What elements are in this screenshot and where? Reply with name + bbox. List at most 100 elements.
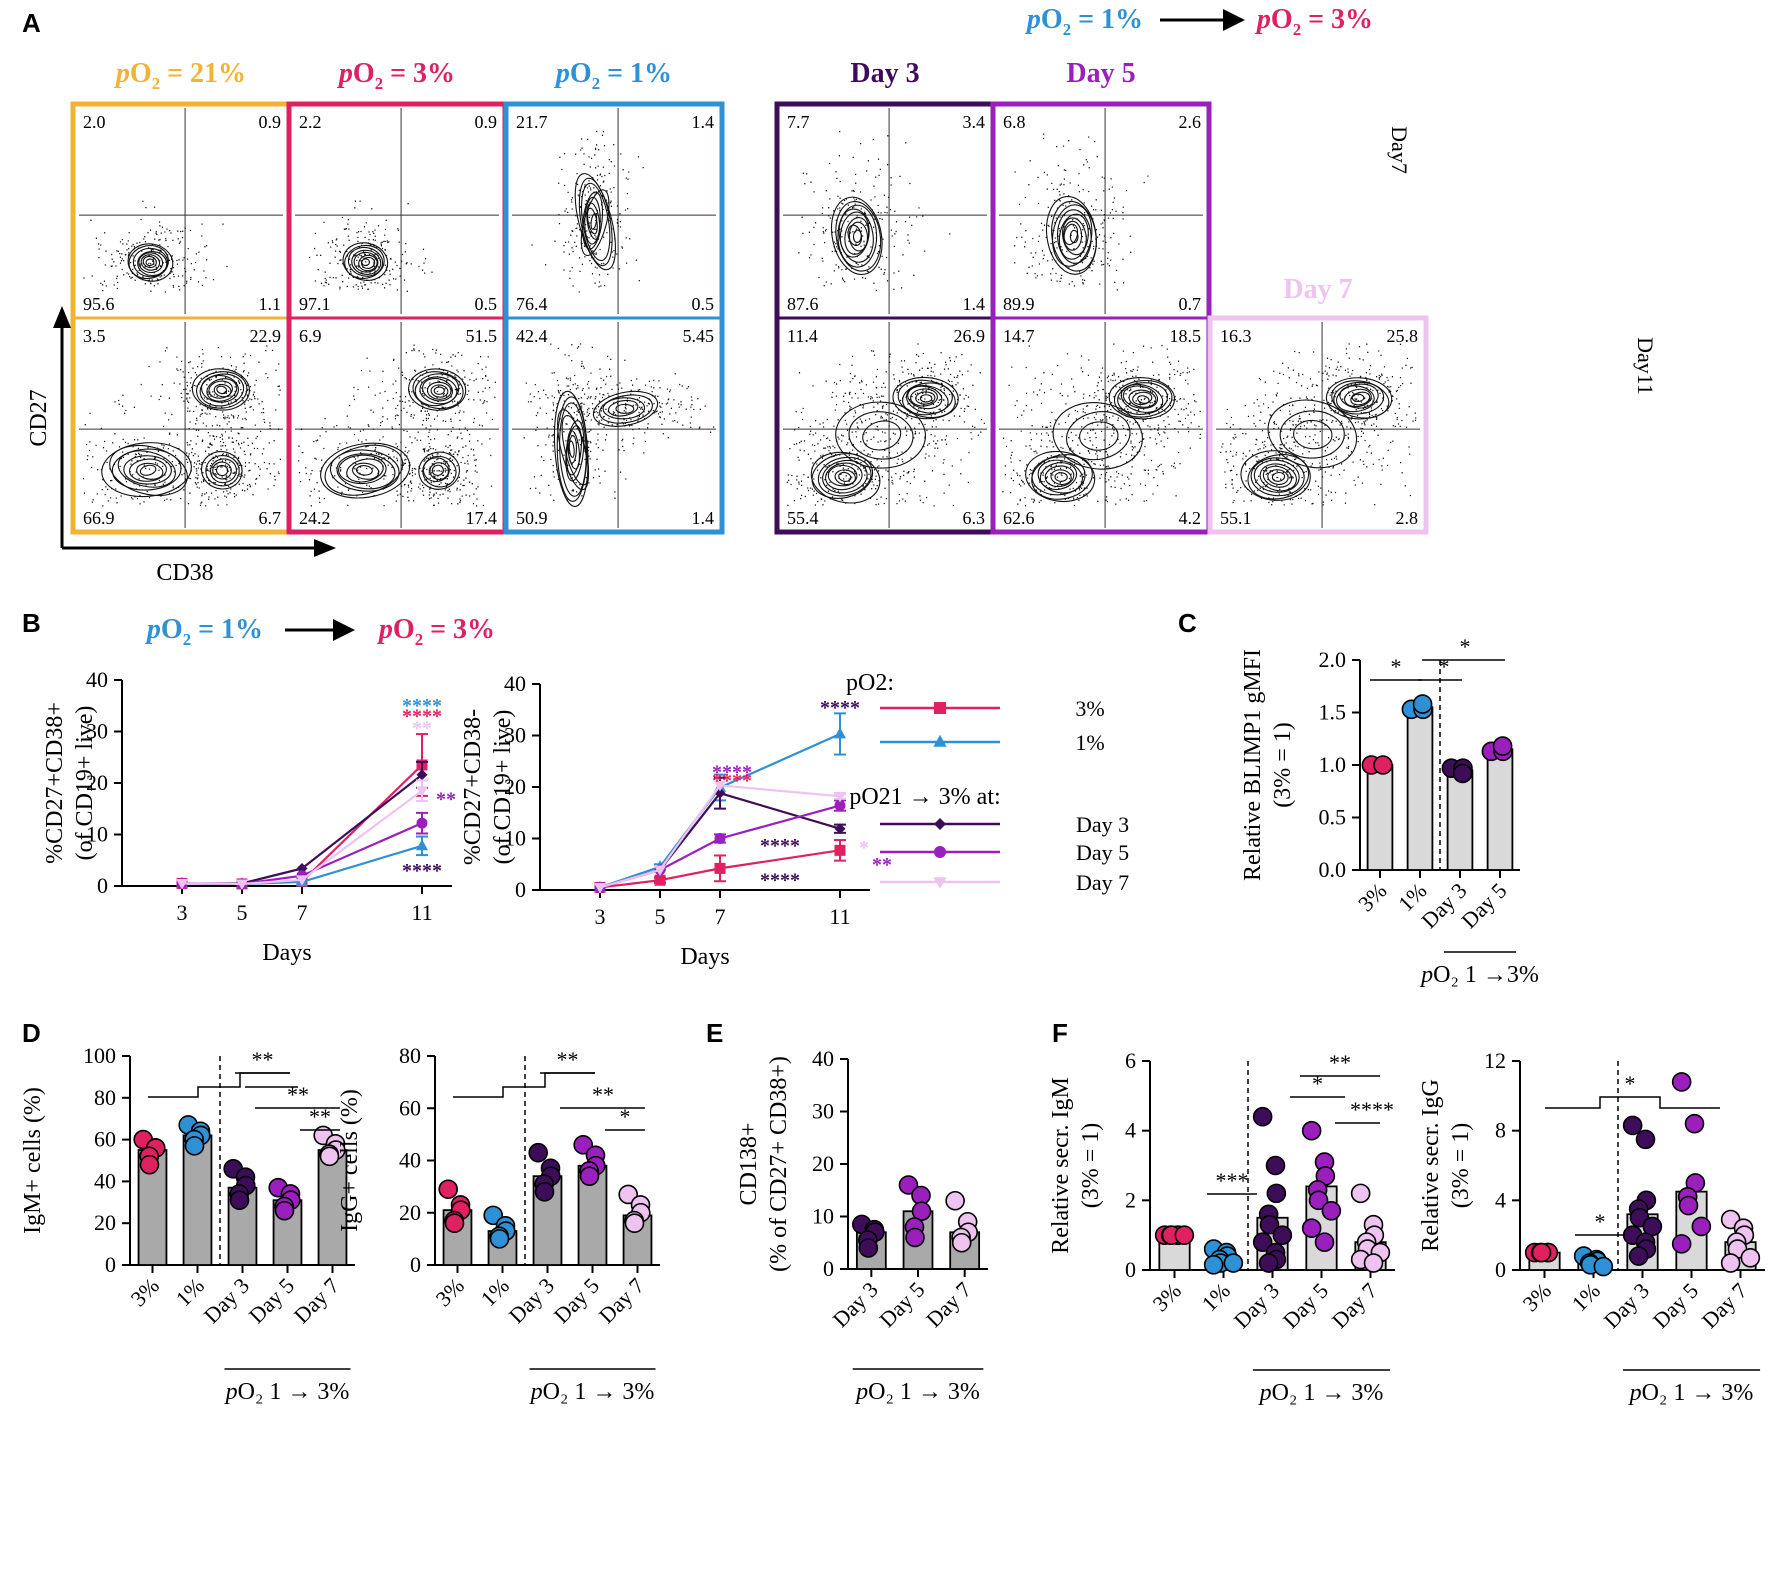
contour-line — [208, 380, 233, 399]
flow-plot-o21-day11 — [79, 322, 283, 528]
panel-e-letter: E — [706, 1018, 723, 1048]
marker-square — [714, 862, 726, 874]
marker-tridown — [653, 865, 667, 876]
legend-title: pO21 → 3% at: — [849, 784, 1000, 810]
series-line-day7 — [181, 789, 423, 886]
quadrant-value-ul: 6.9 — [299, 326, 322, 346]
flow-plot-o3-day7 — [295, 108, 499, 314]
contour-line — [559, 402, 587, 497]
quadrant-value-ul: 14.7 — [1003, 326, 1035, 346]
group-label: pO₂ 1 →3% — [1419, 962, 1539, 988]
contour-line — [1120, 383, 1164, 413]
x-tick-label: 7 — [297, 900, 308, 925]
axis-label-cd38: CD38 — [156, 560, 213, 586]
y-tick-label: 30 — [504, 723, 526, 748]
data-point — [579, 1166, 600, 1186]
data-point — [951, 1232, 972, 1253]
contour-line — [320, 442, 411, 499]
data-point — [1684, 1113, 1705, 1134]
data-point — [1252, 1232, 1273, 1252]
contour-line — [210, 458, 237, 484]
contour-line — [429, 462, 450, 481]
contour-line — [361, 258, 371, 267]
significance-marker: * — [1439, 654, 1450, 679]
panel-d-letter: D — [22, 1018, 41, 1048]
quadrant-value-ul: 2.0 — [83, 112, 106, 132]
contour-line — [1069, 229, 1079, 244]
x-axis-label: Days — [680, 944, 729, 970]
y-axis-label: %CD27+CD38- — [460, 709, 486, 865]
y-tick-label: 30 — [812, 1099, 834, 1124]
column-title-day7: Day 7 — [1283, 274, 1352, 305]
y-axis-label: Relative secr. IgG — [1418, 1079, 1444, 1252]
contour-line — [422, 377, 453, 402]
contour-line — [578, 177, 613, 267]
data-point — [184, 1136, 205, 1156]
quadrant-value-ur: 1.4 — [692, 112, 715, 132]
contour-line — [905, 385, 949, 414]
series-line-day7 — [599, 784, 841, 889]
y-tick-label: 0 — [823, 1256, 834, 1281]
contour-line — [324, 444, 404, 496]
y-tick-label: 20 — [504, 774, 526, 799]
event-dots — [298, 344, 496, 507]
y-axis-label-2: (of CD19+ live) — [490, 710, 516, 865]
event-dots — [523, 343, 715, 501]
significance-marker: * — [1595, 1209, 1606, 1234]
marker-square — [654, 874, 666, 886]
flow-plot-day3-day7 — [783, 108, 987, 314]
column-frame-day7 — [1207, 315, 1429, 535]
data-point — [534, 1182, 555, 1202]
data-point — [229, 1190, 250, 1211]
data-point — [1265, 1155, 1286, 1176]
contour-line — [1037, 459, 1083, 494]
contour-line — [1122, 385, 1159, 409]
contour-line — [140, 254, 161, 271]
significance-marker: **** — [712, 762, 752, 784]
contour-line — [1350, 391, 1371, 406]
significance-marker: **** — [760, 870, 800, 892]
quadrant-value-lr: 0.7 — [1179, 294, 1202, 314]
data-point — [1223, 1253, 1244, 1273]
event-dots — [786, 343, 985, 507]
cd38-axis-arrow-head — [314, 539, 336, 557]
quadrant-value-ur: 51.5 — [466, 326, 498, 346]
category-label: Day 7 — [1697, 1278, 1752, 1333]
marker-tridown — [295, 875, 309, 886]
column-title-day3: Day 3 — [850, 58, 919, 89]
y-tick-label: 4 — [1125, 1118, 1136, 1143]
line-chart-B1: 0 10 20 30 40 3 5 7 11 Days %CD27+CD38+ (of CD19+ l… — [42, 667, 456, 966]
contour-line — [1117, 382, 1169, 415]
contour-line — [142, 255, 157, 269]
significance-marker: ** — [1329, 1050, 1351, 1075]
data-point — [1308, 1190, 1329, 1211]
significance-bracket — [453, 1072, 595, 1098]
contour-line — [351, 462, 380, 480]
y-axis-label: IgG+ cells (%) — [337, 1089, 363, 1232]
data-point — [858, 1238, 879, 1258]
row-label-day11: Day11 — [1633, 337, 1658, 395]
legend-label: Day 3 — [1076, 812, 1129, 837]
contour-line — [837, 204, 878, 268]
contour-line — [566, 425, 582, 476]
quadrant-value-ul: 2.2 — [299, 112, 322, 132]
contour-line — [1113, 379, 1173, 418]
significance-marker: * — [859, 837, 869, 859]
contour-line — [827, 464, 858, 487]
significance-marker: **** — [402, 706, 442, 728]
flow-plot-o21-day7 — [79, 108, 283, 314]
data-point — [1258, 1253, 1279, 1273]
legend-label: Day 7 — [1076, 870, 1129, 895]
data-point — [483, 1205, 504, 1226]
y-tick-label: 0 — [1125, 1257, 1136, 1282]
contour-line — [553, 390, 589, 507]
panel-a-shift-to: pO2 = 3% — [1255, 4, 1373, 39]
contour-line — [1267, 399, 1358, 469]
flow-plot-day5-day11 — [999, 322, 1203, 528]
data-point — [444, 1213, 465, 1233]
data-point — [139, 1154, 160, 1175]
y-axis-label: %CD27+CD38+ — [42, 702, 68, 864]
marker-circle — [834, 800, 846, 812]
data-point — [274, 1200, 295, 1221]
contour-line — [338, 454, 387, 485]
